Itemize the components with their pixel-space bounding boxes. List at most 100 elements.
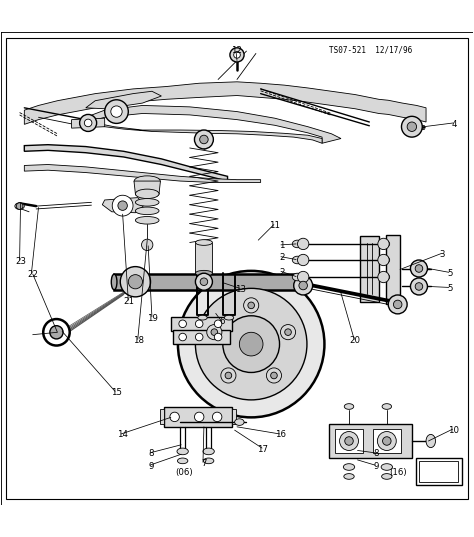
Polygon shape: [114, 274, 303, 290]
Text: 5: 5: [447, 284, 452, 293]
Circle shape: [298, 238, 309, 250]
Ellipse shape: [198, 315, 207, 320]
Circle shape: [410, 278, 428, 295]
Ellipse shape: [136, 207, 159, 215]
Ellipse shape: [235, 419, 244, 425]
Circle shape: [194, 130, 213, 149]
Ellipse shape: [195, 271, 212, 276]
Polygon shape: [24, 164, 261, 183]
Ellipse shape: [344, 474, 354, 480]
Ellipse shape: [136, 199, 159, 206]
Circle shape: [415, 265, 423, 272]
Circle shape: [105, 100, 128, 124]
Circle shape: [225, 372, 232, 379]
Circle shape: [298, 271, 309, 282]
Circle shape: [281, 324, 296, 340]
Circle shape: [120, 266, 151, 297]
Ellipse shape: [301, 274, 306, 290]
Text: 21: 21: [124, 297, 135, 306]
Polygon shape: [86, 105, 341, 143]
Circle shape: [410, 260, 428, 277]
Polygon shape: [72, 118, 105, 128]
Circle shape: [84, 119, 92, 127]
Circle shape: [221, 368, 236, 383]
Circle shape: [298, 255, 309, 266]
Circle shape: [223, 316, 280, 373]
Text: 14: 14: [117, 430, 128, 439]
Bar: [329, 424, 412, 458]
Ellipse shape: [292, 240, 303, 248]
Text: 22: 22: [27, 270, 38, 279]
Text: 15: 15: [111, 388, 122, 397]
Text: 9: 9: [148, 461, 154, 470]
Circle shape: [195, 288, 307, 400]
Ellipse shape: [292, 256, 303, 264]
Circle shape: [378, 271, 389, 282]
Ellipse shape: [111, 274, 117, 290]
Circle shape: [239, 332, 263, 356]
Circle shape: [234, 52, 240, 58]
Circle shape: [195, 273, 212, 290]
Circle shape: [248, 302, 255, 309]
Text: 13: 13: [235, 285, 246, 294]
Ellipse shape: [426, 434, 436, 448]
Text: 17: 17: [257, 445, 268, 454]
Text: 6: 6: [219, 317, 225, 326]
Text: 8: 8: [374, 449, 379, 458]
Text: 23: 23: [15, 257, 26, 266]
Circle shape: [211, 329, 218, 336]
Polygon shape: [134, 181, 160, 194]
Text: 11: 11: [269, 221, 280, 230]
Text: TS07-521  12/17/96: TS07-521 12/17/96: [329, 46, 412, 54]
Ellipse shape: [136, 190, 159, 198]
Bar: [232, 409, 236, 424]
Text: 16: 16: [275, 430, 286, 439]
Circle shape: [195, 320, 203, 328]
Ellipse shape: [177, 458, 188, 463]
Text: 20: 20: [350, 336, 361, 345]
Circle shape: [230, 48, 244, 62]
Circle shape: [43, 319, 70, 345]
Circle shape: [142, 239, 153, 251]
Circle shape: [194, 412, 204, 422]
Text: 2: 2: [279, 253, 285, 262]
Bar: [419, 461, 458, 482]
Ellipse shape: [136, 189, 159, 199]
Ellipse shape: [15, 203, 24, 209]
Text: 5: 5: [447, 268, 452, 278]
Polygon shape: [360, 236, 379, 302]
Circle shape: [178, 271, 324, 417]
Ellipse shape: [203, 448, 214, 455]
Circle shape: [378, 238, 389, 250]
Circle shape: [299, 281, 308, 290]
Bar: [164, 407, 232, 427]
Text: 4: 4: [452, 120, 457, 129]
Polygon shape: [102, 198, 145, 213]
Circle shape: [383, 437, 391, 445]
Circle shape: [388, 295, 407, 314]
Polygon shape: [386, 235, 400, 304]
Circle shape: [50, 325, 63, 339]
Text: 10: 10: [448, 426, 459, 434]
Bar: [416, 458, 462, 485]
Ellipse shape: [136, 216, 159, 224]
Circle shape: [266, 368, 282, 383]
Ellipse shape: [292, 273, 303, 281]
Ellipse shape: [343, 463, 355, 470]
Circle shape: [212, 412, 222, 422]
Text: (16): (16): [389, 468, 407, 477]
Circle shape: [345, 437, 353, 445]
Circle shape: [179, 333, 186, 341]
Text: 1: 1: [279, 241, 285, 250]
Circle shape: [271, 372, 277, 379]
Bar: [373, 429, 401, 453]
Polygon shape: [95, 123, 322, 143]
Text: 7: 7: [201, 459, 207, 468]
Text: (06): (06): [175, 468, 193, 477]
Circle shape: [415, 282, 423, 290]
Circle shape: [378, 255, 389, 266]
Ellipse shape: [195, 240, 212, 245]
Ellipse shape: [203, 458, 214, 463]
Circle shape: [195, 333, 203, 341]
Circle shape: [401, 117, 422, 137]
